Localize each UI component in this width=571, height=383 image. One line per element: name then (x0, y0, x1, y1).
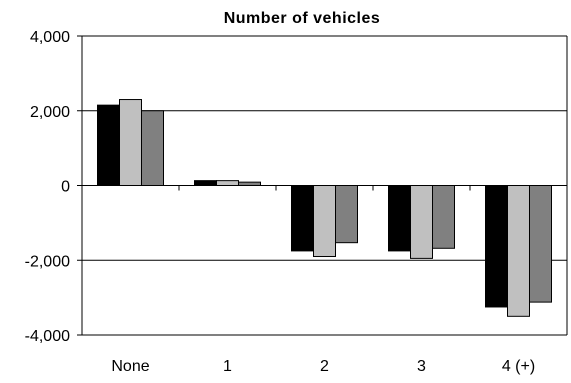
chart-title: Number of vehicles (224, 10, 381, 27)
bar (97, 104, 120, 186)
bar (194, 180, 217, 187)
bar (238, 181, 261, 186)
bar (410, 185, 433, 259)
bar (141, 110, 164, 186)
bar (291, 185, 314, 252)
x-tick-label: 2 (320, 358, 329, 375)
bar (529, 185, 552, 303)
y-tick-label: -4,000 (25, 328, 70, 345)
axes (77, 35, 568, 336)
x-tick-label: 1 (223, 358, 232, 375)
bars (97, 99, 552, 317)
bar (388, 185, 411, 252)
y-tick-label: -2,000 (25, 253, 70, 270)
y-tick-label: 0 (61, 179, 70, 196)
x-tick-label: None (111, 358, 149, 375)
x-tick-labels: None 1 2 3 4 (+) (111, 358, 535, 375)
bar (432, 185, 455, 249)
y-tick-label: 2,000 (30, 104, 70, 121)
bar (313, 185, 336, 258)
y-tick-labels: 4,000 2,000 0 -2,000 -4,000 (25, 29, 70, 345)
bar (335, 185, 358, 244)
y-tick-label: 4,000 (30, 29, 70, 46)
bar (216, 180, 239, 187)
bar (485, 185, 508, 308)
bar (507, 185, 530, 317)
bar (119, 99, 142, 186)
x-tick-label: 4 (+) (502, 358, 535, 375)
x-tick-label: 3 (417, 358, 426, 375)
